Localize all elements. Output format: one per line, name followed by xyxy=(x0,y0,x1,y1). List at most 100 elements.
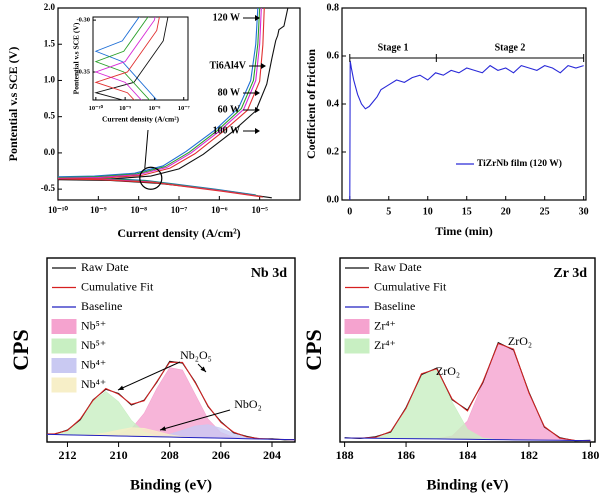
plot-area xyxy=(47,360,295,441)
panel-title: Nb 3d xyxy=(251,266,287,281)
arrow-head xyxy=(160,426,166,431)
x-tick-label: 208 xyxy=(161,448,179,462)
legend-label: Nb⁵⁺ xyxy=(81,318,106,332)
y-tick-label: 0.0 xyxy=(44,147,56,157)
x-tick-label: 10⁻⁷ xyxy=(178,105,190,112)
peak-annotation: Nb₂O₅ xyxy=(180,348,212,362)
annotation-arrow xyxy=(117,361,181,391)
data-line xyxy=(344,437,591,442)
x-tick-label: 30 xyxy=(579,206,589,217)
x-tick-label: 10⁻¹⁰ xyxy=(89,104,104,112)
x-tick-label: 10⁻⁷ xyxy=(171,205,188,215)
x-axis-label: Time (min) xyxy=(435,224,492,238)
x-tick-label: 10⁻⁹ xyxy=(90,205,107,215)
x-tick-label: 10⁻¹⁰ xyxy=(48,205,68,215)
legend-label: Cumulative Fit xyxy=(374,279,447,293)
x-tick-label: 25 xyxy=(540,206,550,217)
x-tick-label: 188 xyxy=(336,448,354,462)
legend-swatch xyxy=(51,358,77,373)
y-axis-label: Pontential v.s SCE (V) xyxy=(6,47,20,162)
legend-label: Nb⁵⁺ xyxy=(81,338,106,352)
x-tick-label: 10⁻⁹ xyxy=(119,105,131,112)
stage-label: Stage 1 xyxy=(378,42,409,53)
legend-label: Raw Date xyxy=(374,260,422,274)
x-tick-label: 182 xyxy=(520,448,538,462)
legend-swatch xyxy=(344,319,370,334)
x-tick-label: 5 xyxy=(386,206,391,217)
annotation-arrow xyxy=(159,409,231,431)
x-axis-label: Current density (A/cm²) xyxy=(117,226,240,240)
x-tick-label: 210 xyxy=(110,448,128,462)
legend-label: Cumulative Fit xyxy=(81,279,154,293)
legend-swatch xyxy=(51,319,77,334)
data-line xyxy=(47,361,295,441)
y-axis-label: Coefficient of friction xyxy=(304,49,318,159)
data-line xyxy=(344,342,591,442)
series-label: 80 W xyxy=(218,87,240,98)
x-tick-label: 0 xyxy=(347,206,352,217)
y-tick-label: 2.0 xyxy=(44,2,56,12)
y-tick-label: 1.0 xyxy=(44,75,56,85)
x-tick-label: 15 xyxy=(462,206,472,217)
y-tick-label: 0.8 xyxy=(327,2,340,13)
y-tick-label: -0.35 xyxy=(76,68,90,75)
y-tick-label: 0.6 xyxy=(327,50,340,61)
x-tick-label: 10 xyxy=(423,206,433,217)
arrow-head xyxy=(255,107,260,113)
peak-annotation: NbO₂ xyxy=(234,397,262,411)
x-axis-label: Current density (A/cm²) xyxy=(102,115,180,124)
legend-label: Nb⁴⁺ xyxy=(81,357,106,371)
y-tick-label: 0.0 xyxy=(327,194,340,205)
series-label: 120 W xyxy=(213,12,240,23)
y-axis-label: Pontential v.s SCE (V) xyxy=(72,22,81,94)
data-line xyxy=(94,17,156,100)
legend-swatch xyxy=(344,338,370,354)
x-tick-label: 10⁻⁸ xyxy=(148,105,160,112)
legend-label: Zr⁴⁺ xyxy=(374,338,396,352)
legend-label: Baseline xyxy=(81,299,122,313)
x-tick-label: 180 xyxy=(581,448,599,462)
x-tick-label: 10⁻⁸ xyxy=(130,205,147,215)
panel-title: Zr 3d xyxy=(553,266,587,281)
series-label: 100 W xyxy=(213,125,240,136)
legend-swatch xyxy=(51,338,77,354)
legend-label: Raw Date xyxy=(81,260,129,274)
x-axis-label: Binding (eV) xyxy=(426,477,508,493)
arrow-head xyxy=(200,366,206,372)
legend-label: Baseline xyxy=(374,299,415,313)
y-tick-label: -0.30 xyxy=(76,17,90,24)
data-line xyxy=(349,60,584,200)
legend-swatch xyxy=(51,377,77,393)
x-axis-label: Binding (eV) xyxy=(130,477,212,493)
x-tick-label: 20 xyxy=(501,206,511,217)
data-line xyxy=(47,433,295,441)
series-label: Ti6Al4V xyxy=(210,60,247,71)
inset-bg xyxy=(93,17,188,100)
component-area xyxy=(344,343,591,441)
plot-area xyxy=(94,17,169,100)
arrow-head xyxy=(255,90,260,96)
legend-label: Nb⁴⁺ xyxy=(81,377,106,391)
arrow-head xyxy=(255,128,260,134)
x-tick-label: 204 xyxy=(263,448,281,462)
y-tick-label: -0.5 xyxy=(41,183,56,193)
legend-label: TiZrNb film (120 W) xyxy=(477,158,562,169)
arrow-head xyxy=(118,385,124,390)
x-tick-label: 206 xyxy=(212,448,230,462)
peak-annotation: ZrO₂ xyxy=(508,334,532,348)
y-tick-label: 0.2 xyxy=(327,146,340,157)
x-tick-label: 212 xyxy=(58,448,76,462)
x-tick-label: 10⁻⁵ xyxy=(251,205,268,215)
stage-label: Stage 2 xyxy=(495,42,526,53)
legend-label: Zr⁴⁺ xyxy=(374,318,396,332)
plot-area xyxy=(344,341,591,442)
y-tick-label: 1.5 xyxy=(44,38,56,48)
zoom-circle xyxy=(139,166,163,190)
arrow-head xyxy=(255,15,260,21)
y-axis-label: CPS xyxy=(8,329,33,371)
data-line xyxy=(94,17,160,100)
x-tick-label: 10⁻⁶ xyxy=(211,205,228,215)
series-label: 60 W xyxy=(218,104,240,115)
x-tick-label: 184 xyxy=(459,448,477,462)
